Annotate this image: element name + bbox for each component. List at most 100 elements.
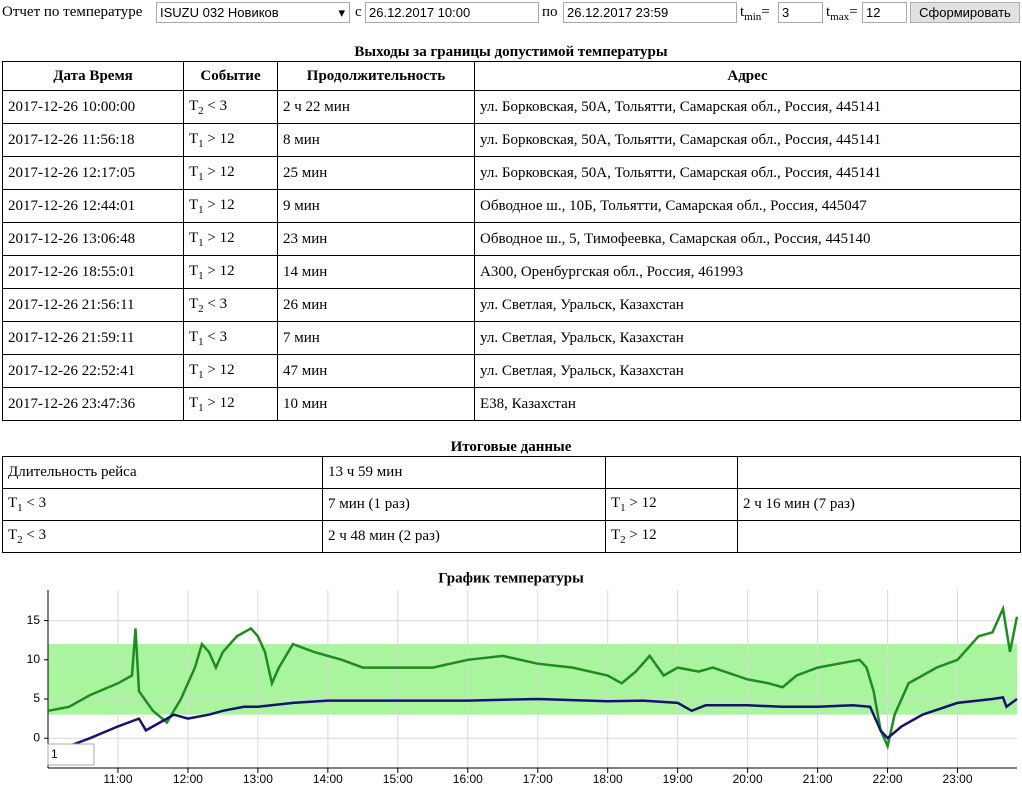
- x-tick-label: 14:00: [313, 772, 343, 786]
- vehicle-select[interactable]: ISUZU 032 Новиков ▾: [156, 2, 350, 23]
- summary-cell: T2 < 3: [2, 520, 323, 553]
- event-sub: 1: [198, 401, 204, 414]
- event-base: T: [189, 229, 199, 246]
- event-sub: 1: [620, 502, 626, 514]
- duration-cell: 8 мин: [277, 123, 475, 157]
- event-rest: > 12: [203, 229, 235, 246]
- duration-cell: 23 мин: [277, 222, 475, 256]
- tmax-label: tmax=: [826, 4, 858, 23]
- empty-cell: [605, 456, 738, 489]
- address-cell: ул. Светлая, Уральск, Казахстан: [474, 288, 1021, 322]
- event-sub: 2: [198, 302, 204, 315]
- y-tick-label: 15: [27, 613, 41, 627]
- from-label: с: [355, 4, 362, 20]
- address-cell: E38, Казахстан: [474, 387, 1021, 421]
- event-cell: T1 > 12: [183, 156, 278, 190]
- time-cell: 2017-12-26 12:44:01: [2, 189, 184, 223]
- duration-cell: 47 мин: [277, 354, 475, 388]
- event-sub: 2: [17, 534, 23, 546]
- event-base: T: [189, 262, 199, 279]
- tmax-input[interactable]: 12: [862, 2, 907, 23]
- event-rest: < 3: [203, 97, 228, 114]
- event-rest: < 3: [203, 328, 228, 345]
- violation-row: 2017-12-26 23:47:36 T1 > 12 10 мин E38, Каз…: [2, 387, 1021, 421]
- time-cell: 2017-12-26 10:00:00: [2, 90, 184, 124]
- violation-row: 2017-12-26 13:06:48 T1 > 12 23 мин Обводное…: [2, 222, 1021, 256]
- time-cell: 2017-12-26 23:47:36: [2, 387, 184, 421]
- violation-row: 2017-12-26 22:52:41 T1 > 12 47 мин ул. Свет…: [2, 354, 1021, 388]
- from-input[interactable]: 26.12.2017 10:00: [365, 2, 539, 23]
- summary-cell: 7 мин (1 раз): [322, 488, 606, 521]
- x-tick-label: 20:00: [733, 772, 763, 786]
- event-rest: =: [761, 4, 770, 20]
- event-sub: 1: [17, 502, 23, 514]
- x-tick-label: 12:00: [173, 772, 203, 786]
- time-cell: 2017-12-26 22:52:41: [2, 354, 184, 388]
- event-base: T: [189, 328, 199, 345]
- temperature-line: [68, 696, 1018, 748]
- event-rest: > 12: [625, 495, 657, 511]
- event-base: T: [189, 394, 199, 411]
- time-cell: 2017-12-26 21:56:11: [2, 288, 184, 322]
- duration-cell: 7 мин: [277, 321, 475, 355]
- empty-cell: [737, 520, 1021, 553]
- summary-row: Длительность рейса 13 ч 59 мин: [2, 456, 1021, 489]
- violation-row: 2017-12-26 11:56:18 T1 > 12 8 мин ул. Борко…: [2, 123, 1021, 157]
- zoom-input: [47, 743, 95, 766]
- event-rest: < 3: [22, 527, 47, 543]
- summary-cell: T1 > 12: [605, 488, 738, 521]
- x-tick-label: 16:00: [453, 772, 483, 786]
- form-label: Отчет по температуре: [2, 4, 143, 20]
- event-sub: 2: [620, 534, 626, 546]
- x-tick-label: 21:00: [803, 772, 833, 786]
- event-sub: 1: [198, 170, 204, 183]
- event-sub: max: [830, 11, 850, 23]
- event-base: T: [189, 361, 199, 378]
- allowed-band: [48, 644, 1017, 715]
- violations-title: Выходы за границы допустимой температуры: [354, 44, 668, 60]
- violation-row: 2017-12-26 12:17:05 T1 > 12 25 мин ул. Борк…: [2, 156, 1021, 190]
- duration-cell: 2 ч 22 мин: [277, 90, 475, 124]
- event-rest: > 12: [203, 394, 235, 411]
- chart-title: График температуры: [438, 570, 584, 586]
- duration-cell: 25 мин: [277, 156, 475, 190]
- event-rest: > 12: [625, 527, 657, 543]
- event-cell: T1 > 12: [183, 222, 278, 256]
- event-rest: > 12: [203, 262, 235, 279]
- x-tick-label: 23:00: [943, 772, 973, 786]
- event-cell: T1 < 3: [183, 321, 278, 355]
- event-base: T: [189, 295, 199, 312]
- address-cell: ул. Борковская, 50А, Тольятти, Самарская…: [474, 90, 1021, 124]
- zoom-input-text: 1: [51, 747, 58, 761]
- summary-cell: 2 ч 16 мин (7 раз): [737, 488, 1021, 521]
- tmin-input[interactable]: 3: [778, 2, 823, 23]
- address-cell: Обводное ш., 10Б, Тольятти, Самарская об…: [474, 189, 1021, 223]
- event-sub: 1: [198, 269, 204, 282]
- event-base: T: [189, 163, 199, 180]
- summary-title: Итоговые данные: [450, 439, 572, 455]
- time-cell: 2017-12-26 12:17:05: [2, 156, 184, 190]
- event-base: T: [8, 527, 18, 543]
- empty-cell: [737, 456, 1021, 489]
- summary-cell: 2 ч 48 мин (2 раз): [322, 520, 606, 553]
- address-cell: A300, Оренбургская обл., Россия, 461993: [474, 255, 1021, 289]
- to-input[interactable]: 26.12.2017 23:59: [563, 2, 737, 23]
- event-base: t: [826, 4, 831, 20]
- y-tick-label: 5: [33, 691, 40, 705]
- event-rest: > 12: [203, 163, 235, 180]
- event-cell: T2 < 3: [183, 288, 278, 322]
- time-cell: 2017-12-26 18:55:01: [2, 255, 184, 289]
- duration-cell: 9 мин: [277, 189, 475, 223]
- header-row: Дата Время Событие Продолжительность Адрес: [2, 61, 1021, 91]
- event-cell: T1 > 12: [183, 123, 278, 157]
- submit-button[interactable]: Сформировать: [910, 2, 1020, 23]
- header-cell: Событие: [183, 61, 278, 91]
- select-arrow: ▾: [338, 5, 345, 20]
- event-base: T: [189, 196, 199, 213]
- duration-cell: 26 мин: [277, 288, 475, 322]
- temperature-line: [47, 604, 1019, 750]
